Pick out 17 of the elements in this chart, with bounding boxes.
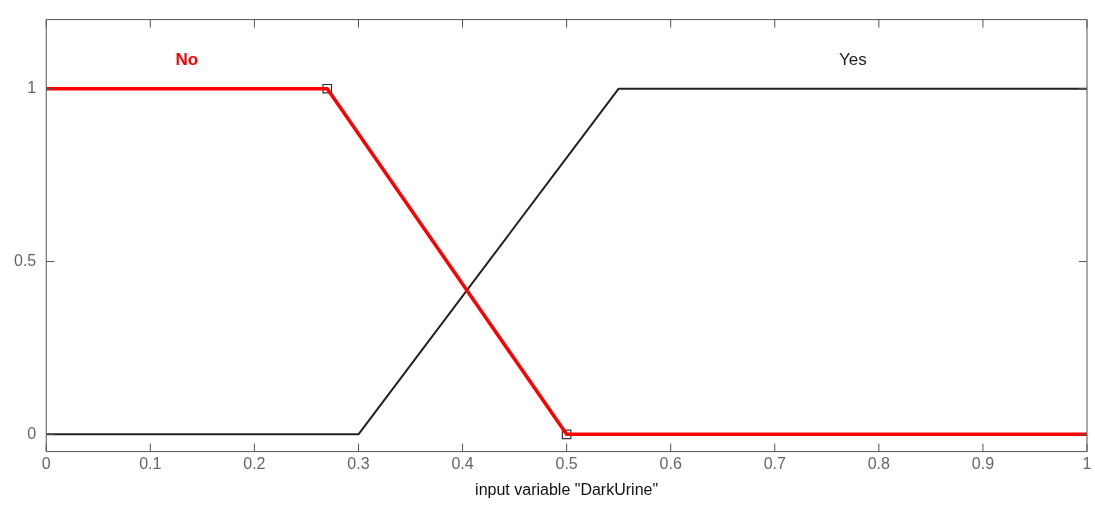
x-tick-label: 0.1 [139, 454, 162, 472]
x-tick-label: 0.2 [243, 454, 266, 472]
y-tick-label: 0.5 [13, 251, 37, 269]
x-tick-label: 1 [1082, 454, 1092, 472]
x-tick-label: 0.6 [659, 454, 682, 472]
series-label: Yes [838, 49, 867, 69]
series-label: No [175, 49, 199, 69]
x-axis-title: input variable "DarkUrine" [475, 480, 659, 498]
x-tick-label: 0.5 [555, 454, 578, 472]
y-tick-label: 0 [27, 424, 37, 442]
x-tick-label: 0.9 [971, 454, 995, 472]
x-tick-label: 0 [41, 454, 51, 472]
x-tick-label: 0.8 [867, 454, 891, 472]
x-tick-label: 0.3 [347, 454, 370, 472]
y-tick-label: 1 [27, 79, 37, 97]
x-tick-label: 0.4 [451, 454, 474, 472]
x-tick-label: 0.7 [763, 454, 786, 472]
